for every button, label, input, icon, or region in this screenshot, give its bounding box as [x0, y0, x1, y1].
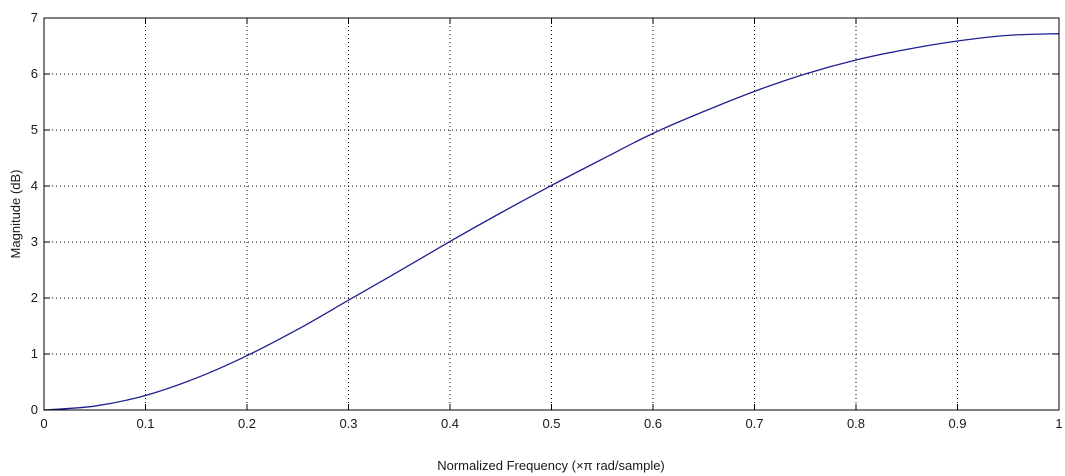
y-tick-label: 1 [31, 346, 38, 361]
x-tick-labels: 0 0.1 0.2 0.3 0.4 0.5 0.6 0.7 0.8 0.9 1 [40, 416, 1062, 431]
x-tick-label: 0.1 [136, 416, 154, 431]
y-tick-label: 3 [31, 234, 38, 249]
y-tick-label: 2 [31, 290, 38, 305]
grid-lines [44, 18, 1059, 410]
y-tick-labels: 0 1 2 3 4 5 6 7 [31, 10, 38, 417]
x-tick-label: 0.7 [745, 416, 763, 431]
x-tick-label: 0.9 [948, 416, 966, 431]
y-tick-label: 0 [31, 402, 38, 417]
y-axis-label: Magnitude (dB) [8, 170, 23, 259]
series-line [43, 33, 1060, 411]
x-tick-label: 0.5 [542, 416, 560, 431]
y-tick-label: 6 [31, 66, 38, 81]
y-tick-label: 5 [31, 122, 38, 137]
x-tick-label: 0.4 [441, 416, 459, 431]
y-tick-label: 4 [31, 178, 38, 193]
tick-marks [43, 17, 1060, 411]
x-tick-label: 0.6 [644, 416, 662, 431]
x-tick-label: 0 [40, 416, 47, 431]
x-tick-label: 0.3 [339, 416, 357, 431]
x-tick-label: 0.2 [238, 416, 256, 431]
x-tick-label: 1 [1055, 416, 1062, 431]
x-axis-label: Normalized Frequency (×π rad/sample) [437, 458, 665, 473]
series-group [43, 33, 1060, 411]
x-tick-label: 0.8 [847, 416, 865, 431]
y-tick-label: 7 [31, 10, 38, 25]
